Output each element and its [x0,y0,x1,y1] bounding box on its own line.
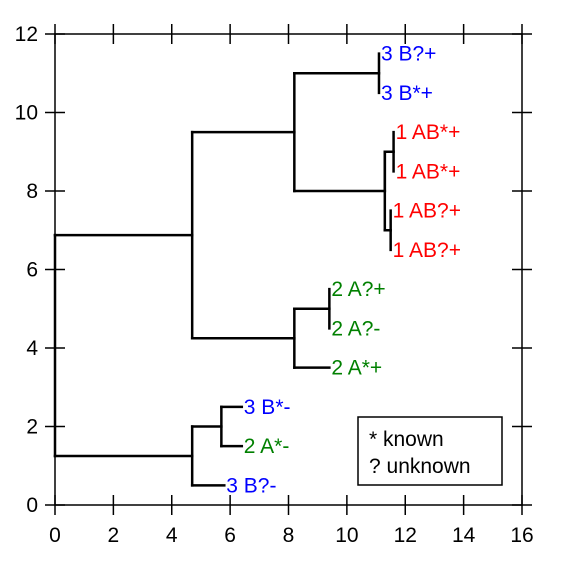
x-tick-label: 12 [394,524,417,547]
x-tick-label: 8 [283,524,295,547]
leaf-label: 3 B?+ [381,43,436,66]
leaf-label: 1 AB*+ [396,160,461,183]
y-tick-label: 12 [15,23,38,46]
leaf-label: 2 A*- [244,435,290,458]
x-tick-label: 0 [49,524,61,547]
x-tick-label: 2 [108,524,120,547]
leaf-label: 2 A?+ [331,278,385,301]
leaf-labels: 3 B?+ 3 B*+ 1 AB*+ 1 AB*+ 1 AB?+ 1 AB?+ 2 A?+ 2… [226,43,461,498]
leaf-label: 3 B*+ [381,82,433,105]
leaf-label: 2 A*+ [331,357,382,380]
x-tick-label: 4 [166,524,178,547]
x-tick-label: 14 [452,524,476,547]
x-tick-label: 16 [510,524,533,547]
leaf-label: 1 AB?+ [393,200,461,223]
y-tick-label: 2 [26,416,38,439]
leaf-label: 3 B?- [226,474,276,497]
y-tick-label: 0 [26,494,38,517]
x-tick-label: 10 [335,524,358,547]
y-tick-label: 10 [15,102,38,125]
y-tick-label: 8 [26,180,38,203]
y-tick-label: 6 [26,259,38,282]
legend-unknown-entry: ? unknown [369,455,471,478]
leaf-label: 2 A?- [331,317,380,340]
legend-box [357,416,503,486]
dendrogram-tree [53,52,395,487]
leaf-label: 3 B*- [244,396,291,419]
leaf-label: 1 AB?+ [393,239,461,262]
legend-known-entry: * known [369,428,444,451]
y-tick-label: 4 [26,337,38,360]
x-tick-label: 6 [224,524,236,547]
leaf-label: 1 AB*+ [396,121,461,144]
legend: * known ? unknown [357,416,503,486]
plot-frame [54,33,523,506]
